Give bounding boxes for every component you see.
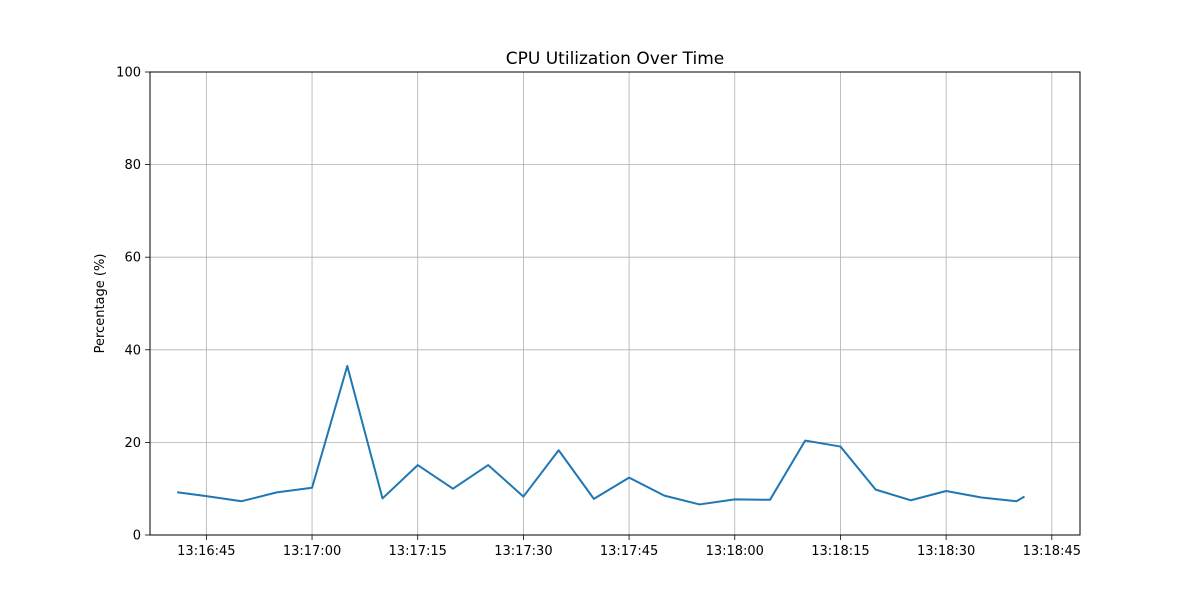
series-layer: [177, 365, 1026, 506]
y-tick-label: 20: [124, 436, 141, 451]
y-tick-label: 40: [124, 343, 141, 358]
y-tick-label: 80: [124, 158, 141, 173]
x-tick-label: 13:17:15: [389, 544, 447, 559]
x-tick-label: 13:18:15: [811, 544, 869, 559]
x-tick-label: 13:16:45: [177, 544, 235, 559]
x-tick-label: 13:17:45: [600, 544, 658, 559]
plot-area-frame: [149, 71, 1081, 536]
y-tick-label: 60: [124, 251, 141, 266]
y-tick-label: 0: [133, 529, 141, 544]
x-tick-label: 13:18:00: [706, 544, 764, 559]
axis-ticks: 13:16:45 13:17:00 13:17:15 13:17:30 13:17:45…: [116, 66, 1081, 560]
grid: [150, 71, 1080, 536]
y-tick-label: 100: [116, 66, 141, 81]
y-axis-label: Percentage (%): [93, 254, 108, 354]
cpu-utilization-line: [177, 365, 1026, 506]
x-tick-label: 13:17:30: [494, 544, 552, 559]
x-tick-label: 13:18:30: [917, 544, 975, 559]
chart-title: CPU Utilization Over Time: [506, 49, 724, 69]
x-tick-label: 13:17:00: [283, 544, 341, 559]
x-tick-label: 13:18:45: [1023, 544, 1081, 559]
